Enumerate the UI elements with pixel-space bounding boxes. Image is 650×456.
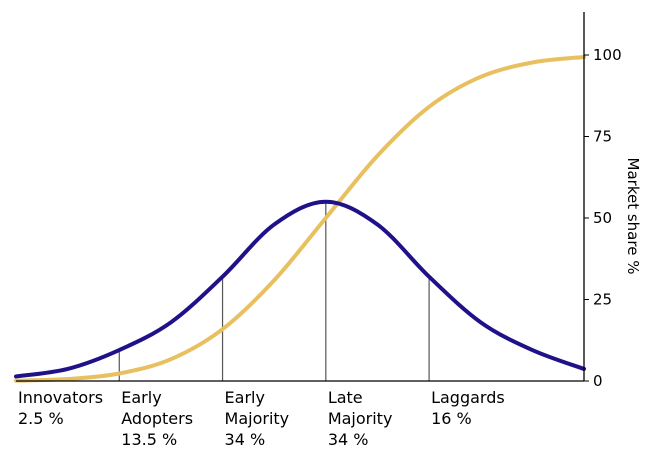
category-label: Early Majority 34 %	[225, 388, 290, 449]
y-tick-label: 75	[593, 128, 612, 146]
category-label: Late Majority 34 %	[328, 388, 393, 449]
category-label: Early Adopters 13.5 %	[121, 388, 193, 449]
adoption-bell-curve-line	[14, 199, 586, 379]
y-tick-label: 50	[593, 209, 612, 227]
y-axis-title: Market share %	[624, 158, 642, 275]
y-tick-label: 0	[593, 372, 603, 390]
category-labels: Innovators 2.5 % Early Adopters 13.5 % Early M…	[18, 388, 505, 449]
category-label: Innovators 2.5 %	[18, 388, 103, 428]
category-label: Laggards 16 %	[431, 388, 505, 428]
category-dividers	[118, 201, 430, 381]
y-axis-ticks: 0 25 50 75 100	[584, 46, 622, 390]
y-tick-label: 100	[593, 46, 622, 64]
y-tick-label: 25	[593, 291, 612, 309]
cumulative-market-share-line	[14, 54, 586, 383]
